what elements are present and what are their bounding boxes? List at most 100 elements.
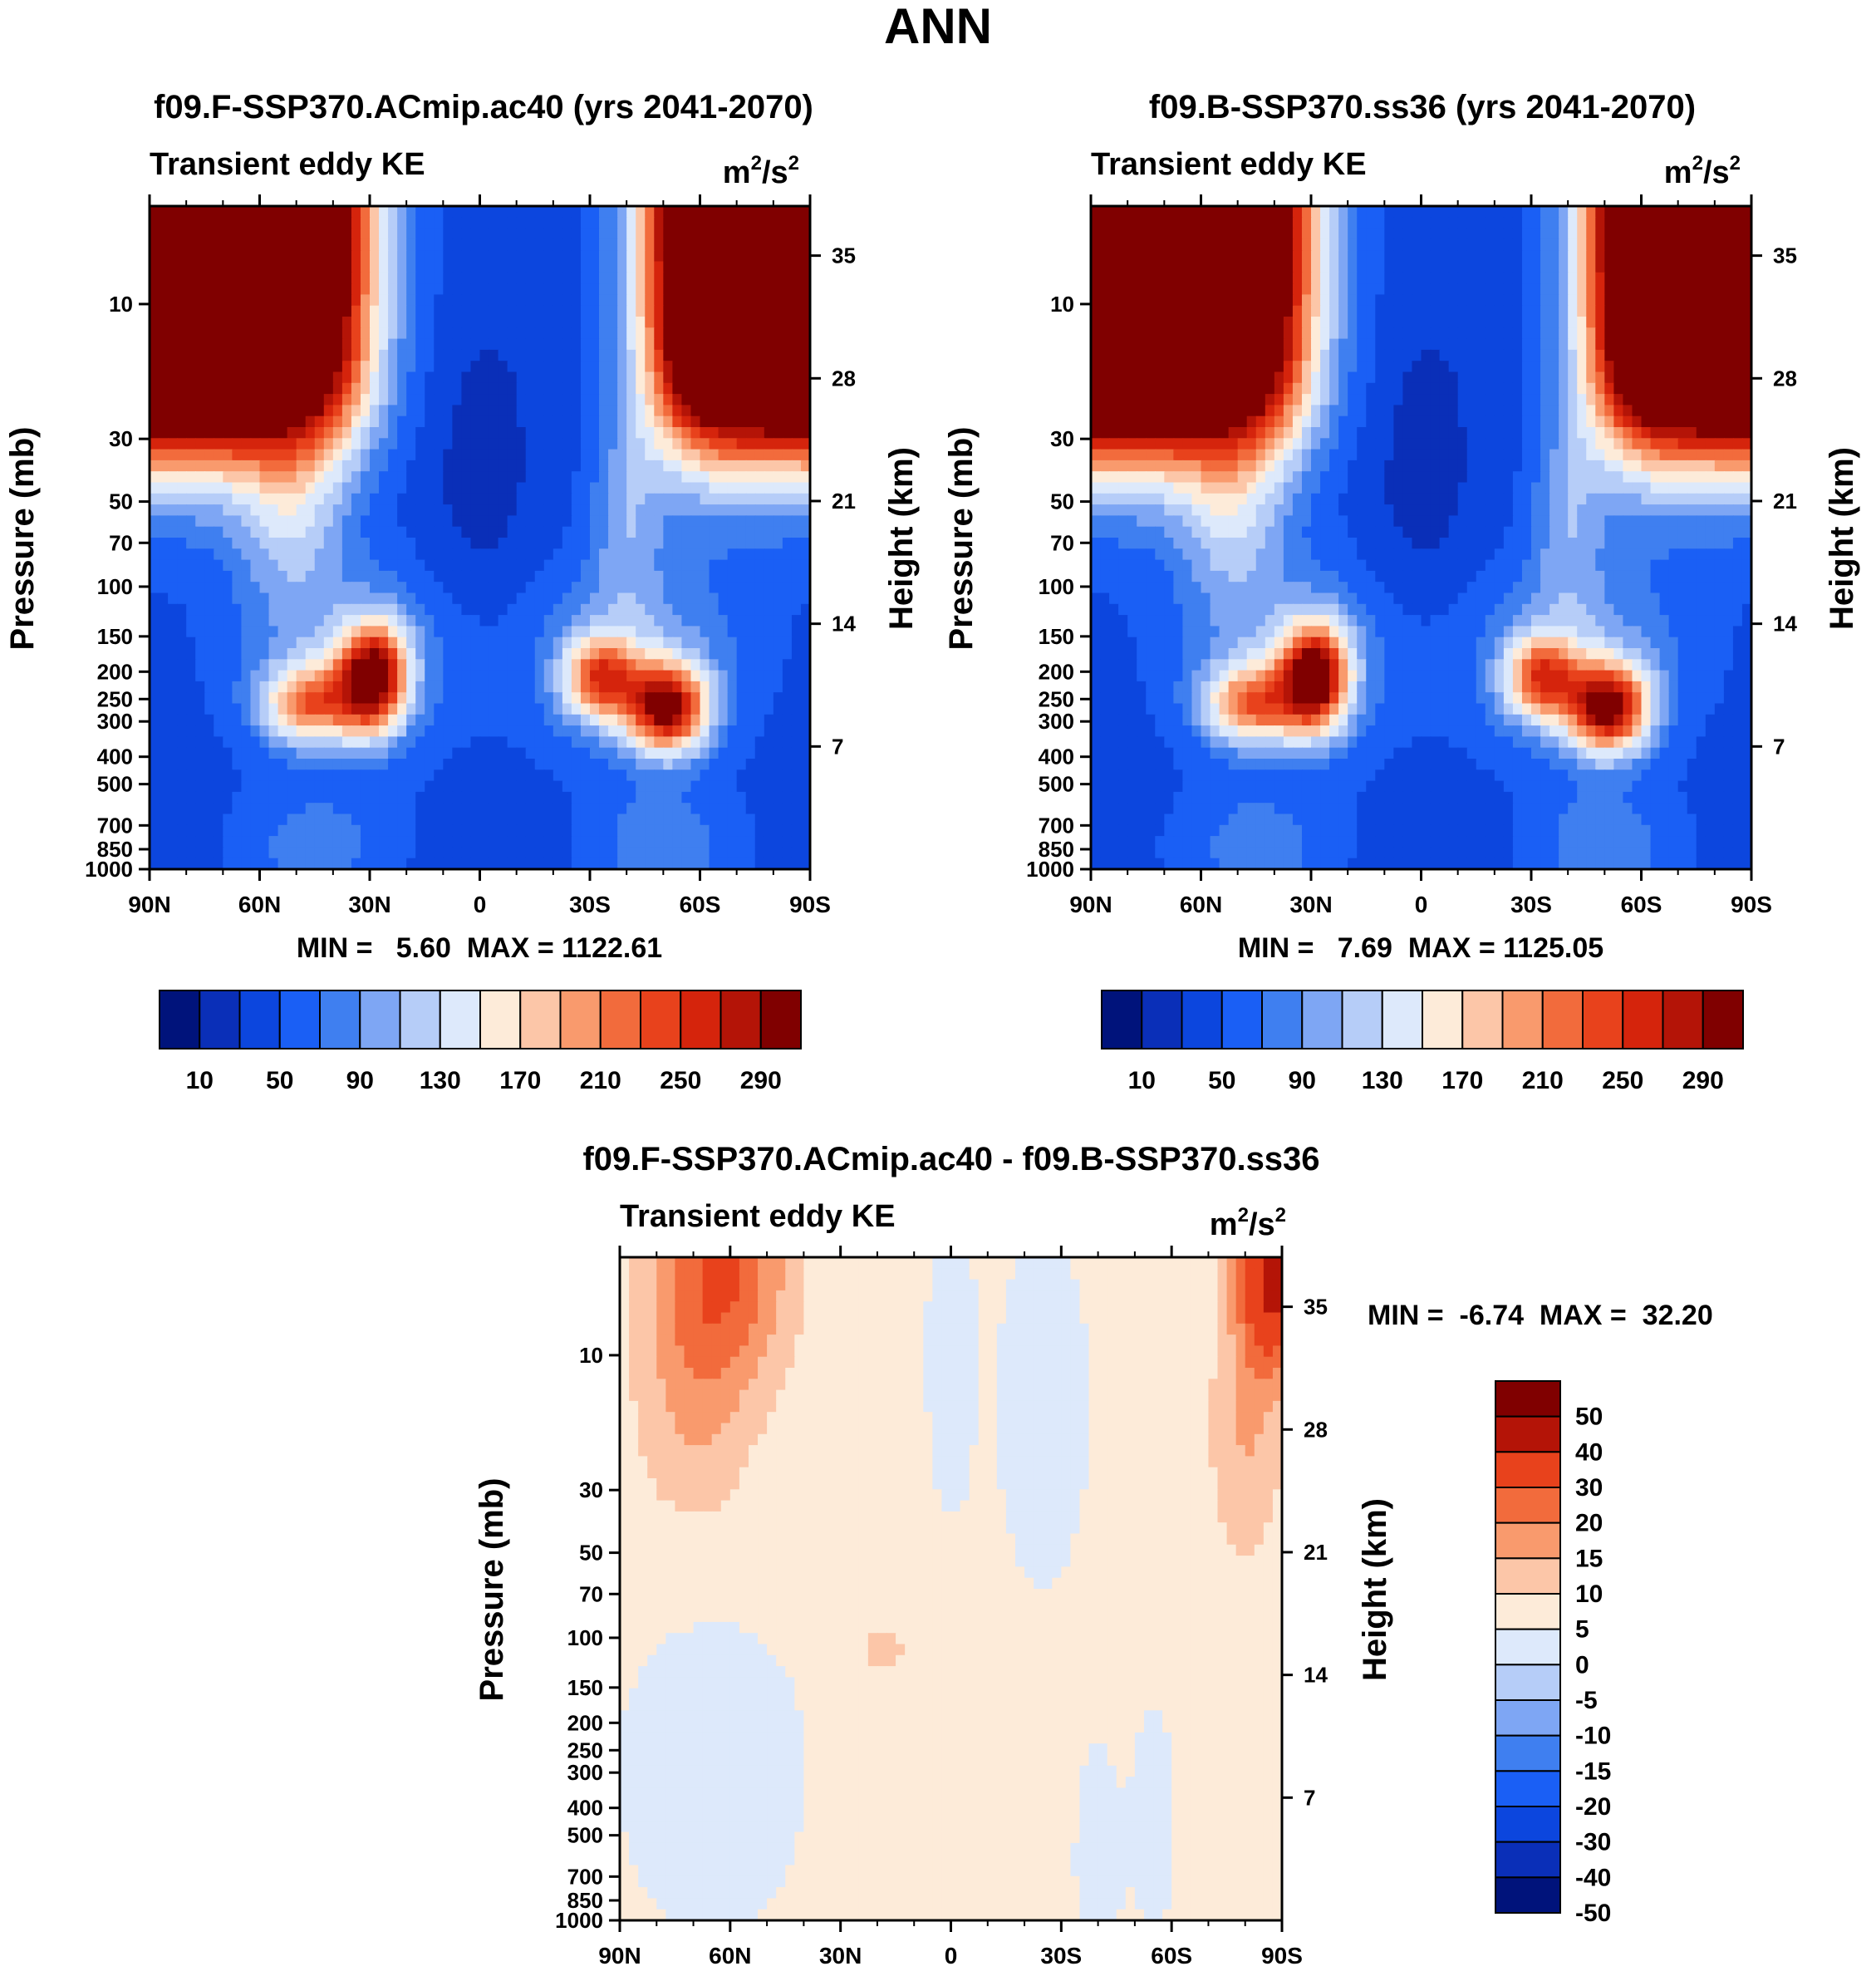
field-cell xyxy=(195,382,206,395)
field-cell xyxy=(351,648,361,661)
field-cell xyxy=(323,703,334,715)
field-cell xyxy=(1137,272,1147,284)
field-cell xyxy=(507,836,518,848)
field-cell xyxy=(636,294,646,307)
field-cell xyxy=(204,592,215,605)
field-cell xyxy=(186,615,197,627)
field-cell xyxy=(681,725,692,738)
field-cell xyxy=(360,570,371,583)
field-cell xyxy=(764,570,774,583)
field-cell xyxy=(259,250,270,263)
field-cell xyxy=(341,538,352,550)
field-cell xyxy=(461,460,472,473)
field-cell xyxy=(195,471,206,484)
field-cell xyxy=(516,759,527,771)
field-cell xyxy=(525,305,536,317)
field-cell xyxy=(461,615,472,627)
field-cell xyxy=(590,294,600,307)
field-cell xyxy=(681,615,692,627)
field-cell xyxy=(406,570,417,583)
field-cell xyxy=(296,349,307,362)
field-cell xyxy=(727,382,738,395)
field-cell xyxy=(159,759,169,771)
field-cell xyxy=(1311,272,1321,284)
field-cell xyxy=(754,493,765,505)
field-cell xyxy=(1384,283,1395,296)
field-cell xyxy=(341,703,352,715)
field-cell xyxy=(296,238,307,252)
field-cell xyxy=(791,803,802,815)
y-axis-right-label: Height (km) xyxy=(883,447,920,630)
field-cell xyxy=(782,228,793,240)
field-cell xyxy=(498,504,508,517)
field-cell xyxy=(552,460,563,473)
field-cell xyxy=(754,769,765,782)
field-cell xyxy=(1375,217,1386,229)
field-cell xyxy=(397,228,408,240)
field-cell xyxy=(259,261,270,273)
field-cell xyxy=(663,814,674,826)
field-cell xyxy=(177,670,188,682)
field-cell xyxy=(323,526,334,538)
field-cell xyxy=(1219,238,1230,252)
field-cell xyxy=(700,582,710,594)
field-cell xyxy=(443,637,454,649)
field-cell xyxy=(241,681,252,694)
field-cell xyxy=(1292,217,1303,229)
field-cell xyxy=(645,692,656,705)
field-cell xyxy=(360,814,371,826)
field-cell xyxy=(608,228,619,240)
field-cell xyxy=(250,548,261,561)
field-cell xyxy=(241,427,252,440)
field-cell xyxy=(268,317,279,329)
field-cell xyxy=(1613,238,1624,252)
field-cell xyxy=(232,681,243,694)
field-cell xyxy=(204,736,215,749)
field-cell xyxy=(341,736,352,749)
field-cell xyxy=(654,736,665,749)
field-cell xyxy=(332,780,343,793)
field-cell xyxy=(425,515,435,528)
field-cell xyxy=(168,228,179,240)
field-cell xyxy=(525,394,536,406)
field-cell xyxy=(1641,238,1652,252)
field-cell xyxy=(150,736,160,749)
field-cell xyxy=(507,272,518,284)
field-cell xyxy=(745,659,756,671)
field-cell xyxy=(268,327,279,340)
field-cell xyxy=(727,714,738,726)
field-cell xyxy=(415,648,426,661)
field-cell xyxy=(534,382,545,395)
field-cell xyxy=(479,371,490,384)
field-cell xyxy=(681,747,692,759)
field-cell xyxy=(415,327,426,340)
field-cell xyxy=(388,327,399,340)
field-cell xyxy=(287,637,297,649)
field-cell xyxy=(1118,272,1129,284)
field-cell xyxy=(241,415,252,428)
field-cell xyxy=(727,548,738,561)
field-cell xyxy=(663,824,674,837)
field-cell xyxy=(268,515,279,528)
field-cell xyxy=(1100,206,1110,219)
field-cell xyxy=(672,349,683,362)
field-cell xyxy=(764,615,774,627)
field-cell xyxy=(159,670,169,682)
field-cell xyxy=(782,482,793,494)
field-cell xyxy=(1164,228,1175,240)
field-cell xyxy=(406,548,417,561)
field-cell xyxy=(204,847,215,859)
field-cell xyxy=(287,449,297,461)
field-cell xyxy=(287,438,297,450)
field-cell xyxy=(470,460,481,473)
field-cell xyxy=(645,780,656,793)
field-cell xyxy=(534,415,545,428)
field-cell xyxy=(800,228,811,240)
field-cell xyxy=(332,824,343,837)
field-cell xyxy=(800,206,811,219)
field-cell xyxy=(525,603,536,616)
field-cell xyxy=(470,371,481,384)
field-cell xyxy=(709,670,719,682)
field-cell xyxy=(1512,217,1523,229)
field-cell xyxy=(223,338,233,351)
